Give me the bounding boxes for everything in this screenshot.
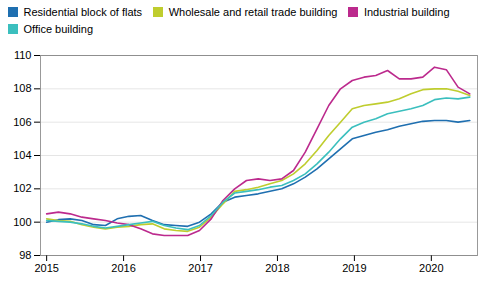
- svg-text:98: 98: [19, 249, 31, 261]
- svg-text:2015: 2015: [34, 262, 58, 274]
- svg-text:100: 100: [13, 215, 31, 227]
- svg-text:2018: 2018: [265, 262, 289, 274]
- svg-text:106: 106: [13, 115, 31, 127]
- html-text:Industrial building: Industrial building: [363, 6, 450, 19]
- svg-text:110: 110: [14, 49, 32, 61]
- html-text:Office building: Office building: [23, 22, 93, 35]
- svg-text:2020: 2020: [419, 262, 443, 274]
- svg-text:104: 104: [13, 149, 31, 161]
- svg-text:102: 102: [13, 182, 31, 194]
- svg-text:108: 108: [13, 82, 31, 94]
- html-text:Residential block of flats: Residential block of flats: [23, 6, 143, 19]
- svg-text:2016: 2016: [111, 262, 135, 274]
- svg-text:2019: 2019: [342, 262, 366, 274]
- html-text:Wholesale and retail trade bui: Wholesale and retail trade building: [168, 6, 338, 19]
- svg-text:2017: 2017: [188, 262, 212, 274]
